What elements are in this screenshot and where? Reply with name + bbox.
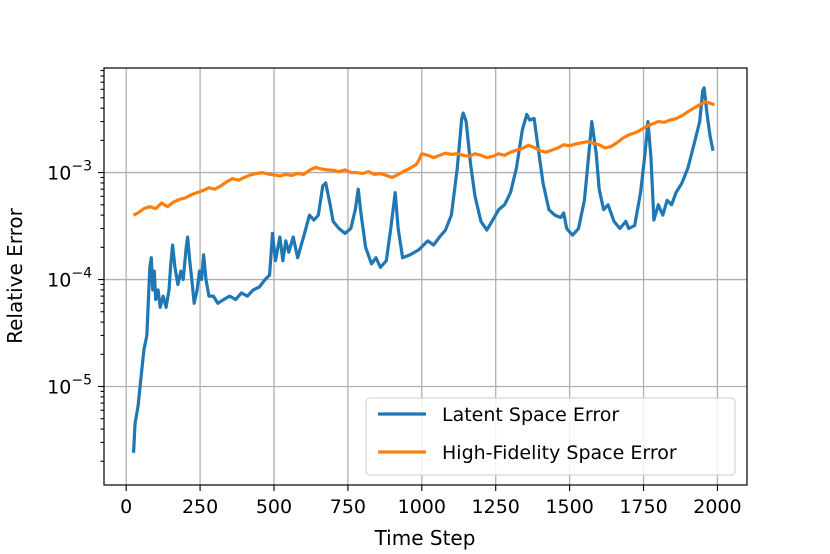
x-tick-label: 1750 (619, 496, 667, 518)
plot-frame (103, 67, 748, 486)
legend-box (365, 397, 736, 476)
y-tick-label: 10−5 (47, 373, 92, 399)
y-tick-label: 10−4 (47, 266, 92, 292)
series-layer (131, 86, 716, 453)
x-tick-label: 750 (330, 496, 366, 518)
series-line-high-fidelity-space-error (132, 100, 716, 217)
x-tick-label: 2000 (693, 496, 741, 518)
x-tick-label: 1000 (398, 496, 446, 518)
legend: Latent Space Error High-Fidelity Space E… (365, 397, 736, 476)
x-tick-label: 250 (182, 496, 218, 518)
series-line-latent-space-error (131, 86, 715, 453)
x-tick-label: 500 (256, 496, 292, 518)
axis-ticks (98, 172, 718, 491)
y-tick-labels: 10−5 10−4 10−3 (47, 159, 92, 399)
grid (104, 68, 747, 485)
x-tick-label: 1250 (472, 496, 520, 518)
x-tick-label: 0 (120, 496, 132, 518)
legend-label-high-fidelity: High-Fidelity Space Error (442, 442, 677, 464)
y-axis-label: Relative Error (3, 207, 27, 344)
x-tick-label: 1500 (545, 496, 593, 518)
x-tick-labels: 0 250 500 750 1000 1250 1500 1750 2000 (120, 496, 741, 518)
x-axis-label: Time Step (374, 526, 476, 550)
y-tick-label: 10−3 (47, 159, 92, 185)
legend-label-latent: Latent Space Error (442, 404, 619, 426)
